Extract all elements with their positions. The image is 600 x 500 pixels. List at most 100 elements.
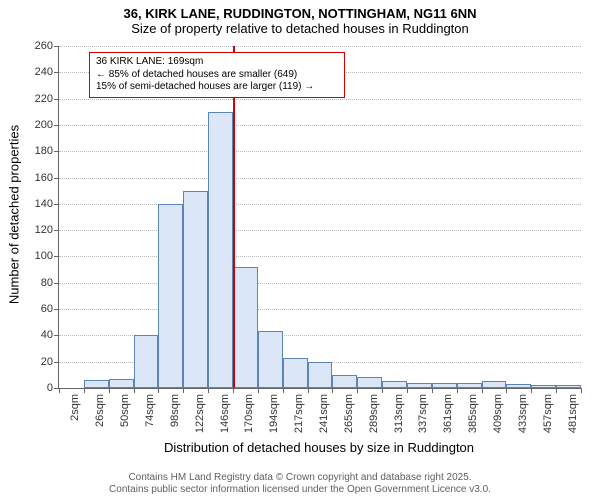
histogram-bar [183, 191, 208, 388]
x-tick-label: 2sqm [69, 394, 81, 421]
histogram-bar [233, 267, 258, 388]
y-tick-label: 240 [35, 66, 59, 78]
histogram-bar [84, 380, 109, 388]
x-tick-mark [506, 388, 507, 393]
y-tick-label: 100 [35, 250, 59, 262]
y-tick-label: 220 [35, 93, 59, 105]
x-tick-label: 289sqm [368, 394, 380, 433]
histogram-bar [382, 381, 407, 388]
x-tick-label: 457sqm [542, 394, 554, 433]
x-tick-mark [482, 388, 483, 393]
x-tick-mark [158, 388, 159, 393]
x-tick-mark [308, 388, 309, 393]
annotation-line-2: ← 85% of detached houses are smaller (64… [96, 69, 338, 82]
x-tick-label: 361sqm [442, 394, 454, 433]
y-tick-label: 120 [35, 224, 59, 236]
y-tick-label: 160 [35, 172, 59, 184]
plot-area: 0204060801001201401601802002202402602sqm… [58, 46, 581, 389]
x-tick-mark [457, 388, 458, 393]
y-axis-title: Number of detached properties [7, 115, 22, 315]
x-tick-label: 170sqm [243, 394, 255, 433]
y-tick-label: 0 [47, 382, 59, 394]
histogram-bar [432, 383, 457, 388]
x-tick-mark [432, 388, 433, 393]
histogram-bar [332, 375, 357, 388]
chart-title-main: 36, KIRK LANE, RUDDINGTON, NOTTINGHAM, N… [0, 0, 600, 21]
x-tick-mark [556, 388, 557, 393]
histogram-bar [556, 385, 581, 388]
grid-line [59, 151, 581, 152]
grid-line [59, 283, 581, 284]
x-tick-mark [357, 388, 358, 393]
x-tick-mark [59, 388, 60, 393]
x-tick-label: 241sqm [318, 394, 330, 433]
y-tick-label: 140 [35, 198, 59, 210]
x-tick-label: 265sqm [343, 394, 355, 433]
grid-line [59, 230, 581, 231]
x-tick-mark [84, 388, 85, 393]
x-tick-mark [283, 388, 284, 393]
grid-line [59, 256, 581, 257]
x-tick-mark [332, 388, 333, 393]
histogram-bar [134, 335, 159, 388]
y-tick-label: 200 [35, 119, 59, 131]
histogram-bar [506, 384, 531, 388]
histogram-bar [357, 377, 382, 388]
x-tick-label: 481sqm [567, 394, 579, 433]
x-tick-mark [208, 388, 209, 393]
histogram-bar [531, 385, 556, 388]
x-tick-mark [258, 388, 259, 393]
footer-line-2: Contains public sector information licen… [0, 484, 600, 496]
histogram-bar [109, 379, 134, 388]
footer-note: Contains HM Land Registry data © Crown c… [0, 472, 600, 496]
annotation-line-3: 15% of semi-detached houses are larger (… [96, 81, 338, 94]
x-tick-label: 98sqm [169, 394, 181, 427]
histogram-bar [283, 358, 308, 388]
y-tick-label: 260 [35, 40, 59, 52]
y-tick-label: 80 [41, 277, 59, 289]
x-axis-title: Distribution of detached houses by size … [58, 440, 580, 455]
x-tick-label: 122sqm [194, 394, 206, 433]
y-tick-label: 180 [35, 145, 59, 157]
histogram-bar [308, 362, 333, 388]
x-tick-label: 433sqm [517, 394, 529, 433]
x-tick-mark [109, 388, 110, 393]
annotation-line-1: 36 KIRK LANE: 169sqm [96, 56, 338, 69]
x-tick-label: 26sqm [94, 394, 106, 427]
histogram-bar [457, 383, 482, 388]
x-tick-mark [407, 388, 408, 393]
footer-line-1: Contains HM Land Registry data © Crown c… [0, 472, 600, 484]
grid-line [59, 204, 581, 205]
x-tick-label: 74sqm [144, 394, 156, 427]
x-tick-mark [531, 388, 532, 393]
y-tick-label: 20 [41, 356, 59, 368]
grid-line [59, 178, 581, 179]
x-tick-label: 194sqm [268, 394, 280, 433]
grid-line [59, 99, 581, 100]
histogram-bar [482, 381, 507, 388]
x-tick-mark [233, 388, 234, 393]
histogram-bar [208, 112, 233, 388]
histogram-bar [258, 331, 283, 388]
y-tick-label: 40 [41, 329, 59, 341]
x-tick-label: 146sqm [219, 394, 231, 433]
chart-container: 36, KIRK LANE, RUDDINGTON, NOTTINGHAM, N… [0, 0, 600, 500]
x-tick-label: 337sqm [417, 394, 429, 433]
annotation-box: 36 KIRK LANE: 169sqm ← 85% of detached h… [89, 52, 345, 98]
x-tick-mark [183, 388, 184, 393]
x-tick-label: 313sqm [393, 394, 405, 433]
x-tick-label: 409sqm [492, 394, 504, 433]
x-tick-label: 50sqm [119, 394, 131, 427]
grid-line [59, 46, 581, 47]
x-tick-mark [134, 388, 135, 393]
y-tick-label: 60 [41, 303, 59, 315]
grid-line [59, 125, 581, 126]
histogram-bar [158, 204, 183, 388]
x-tick-mark [382, 388, 383, 393]
chart-title-sub: Size of property relative to detached ho… [0, 21, 600, 36]
grid-line [59, 309, 581, 310]
x-tick-mark [581, 388, 582, 393]
histogram-bar [407, 383, 432, 388]
x-tick-label: 385sqm [467, 394, 479, 433]
x-tick-label: 217sqm [293, 394, 305, 433]
